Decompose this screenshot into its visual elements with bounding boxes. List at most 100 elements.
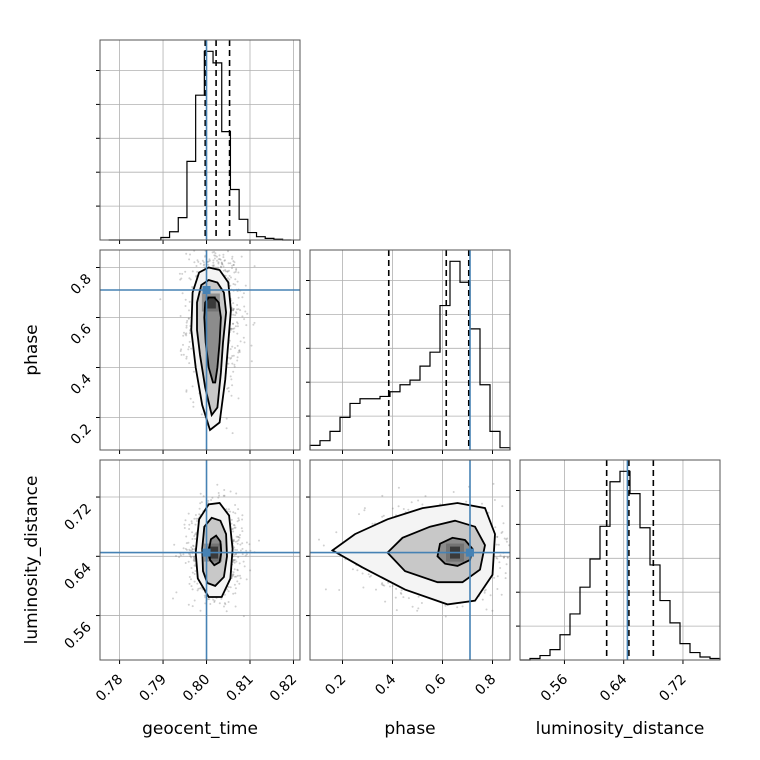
scatter-point [193, 580, 196, 583]
scatter-point [232, 308, 235, 311]
scatter-point [223, 259, 226, 262]
scatter-point [232, 540, 235, 543]
scatter-point [501, 505, 504, 508]
scatter-point [238, 582, 241, 585]
panel-frame [99, 459, 301, 661]
scatter-point [382, 514, 385, 517]
scatter-point [215, 255, 218, 258]
scatter-point [338, 589, 341, 591]
scatter-point [196, 259, 199, 262]
scatter-point [234, 314, 237, 317]
scatter-point [358, 513, 360, 516]
scatter-point [250, 360, 253, 363]
scatter-point [380, 583, 383, 586]
scatter-point [504, 572, 507, 575]
scatter-point [494, 526, 497, 529]
x-tick-label: 0.82 [267, 672, 300, 705]
scatter-point [213, 599, 216, 602]
scatter-point [207, 260, 210, 263]
scatter-point [200, 224, 202, 226]
scatter-point [191, 531, 194, 534]
scatter-point [227, 590, 230, 593]
scatter-point [183, 527, 186, 529]
scatter-point [241, 296, 244, 299]
scatter-point [248, 543, 251, 546]
scatter-point [214, 266, 217, 269]
scatter-point [232, 527, 234, 530]
scatter-point [217, 262, 220, 265]
scatter-point [516, 563, 518, 565]
scatter-point [444, 604, 447, 607]
scatter-point [235, 492, 238, 495]
scatter-point [185, 389, 188, 392]
scatter-point [185, 542, 188, 545]
scatter-point [239, 242, 241, 244]
truth-marker [202, 548, 211, 557]
scatter-point [368, 575, 371, 578]
scatter-point [236, 344, 239, 347]
scatter-point [195, 532, 198, 535]
scatter-point [532, 536, 534, 538]
scatter-point [241, 542, 244, 545]
scatter-point [202, 495, 205, 498]
scatter-point [192, 370, 195, 373]
scatter-point [230, 522, 233, 525]
y-tick-label: 0.4 [68, 371, 95, 398]
scatter-point [185, 334, 188, 337]
scatter-point [245, 549, 248, 552]
scatter-point [239, 577, 242, 580]
truth-marker [466, 548, 474, 557]
scatter-point [234, 548, 237, 551]
scatter-point [383, 584, 386, 587]
scatter-point [237, 508, 240, 511]
scatter-point [518, 507, 520, 509]
scatter-point [199, 502, 202, 505]
scatter-point [185, 324, 188, 327]
scatter-point [220, 261, 223, 264]
contour-level-3 [190, 266, 232, 432]
scatter-point [189, 278, 192, 281]
scatter-point [198, 507, 201, 510]
scatter-point [202, 261, 205, 264]
scatter-point [188, 548, 191, 551]
scatter-point [375, 588, 377, 591]
scatter-point [238, 562, 241, 565]
scatter-point [211, 251, 214, 254]
scatter-point [219, 246, 221, 248]
scatter-point [526, 563, 528, 565]
scatter-point [210, 499, 213, 501]
scatter-point [239, 549, 242, 552]
scatter-point [193, 599, 196, 602]
scatter-point [188, 362, 191, 365]
scatter-point [238, 349, 241, 352]
scatter-point [529, 541, 531, 543]
scatter-point [239, 543, 242, 546]
scatter-point [220, 262, 223, 265]
scatter-point [229, 248, 231, 250]
contour-level-2 [201, 516, 228, 587]
scatter-point [234, 325, 237, 328]
scatter-point [213, 250, 216, 253]
x-tick-label: 0.8 [472, 672, 499, 699]
scatter-point [229, 357, 232, 360]
scatter-point [188, 582, 191, 585]
scatter-point [239, 574, 241, 577]
scatter-point [514, 523, 516, 525]
scatter-point [197, 260, 200, 263]
scatter-point [229, 284, 232, 287]
joint-panel-geocent-time-phase [96, 224, 301, 454]
scatter-point [237, 271, 240, 274]
scatter-point [399, 591, 402, 594]
scatter-point [190, 520, 193, 523]
scatter-point [187, 317, 190, 320]
scatter-point [232, 260, 235, 263]
scatter-point [193, 517, 196, 520]
scatter-point [187, 560, 190, 563]
scatter-point [230, 327, 232, 330]
scatter-point [228, 278, 231, 281]
scatter-point [229, 586, 232, 589]
scatter-point [237, 556, 240, 559]
scatter-point [187, 317, 190, 320]
panel-frame [519, 459, 721, 661]
scatter-point [233, 524, 236, 527]
